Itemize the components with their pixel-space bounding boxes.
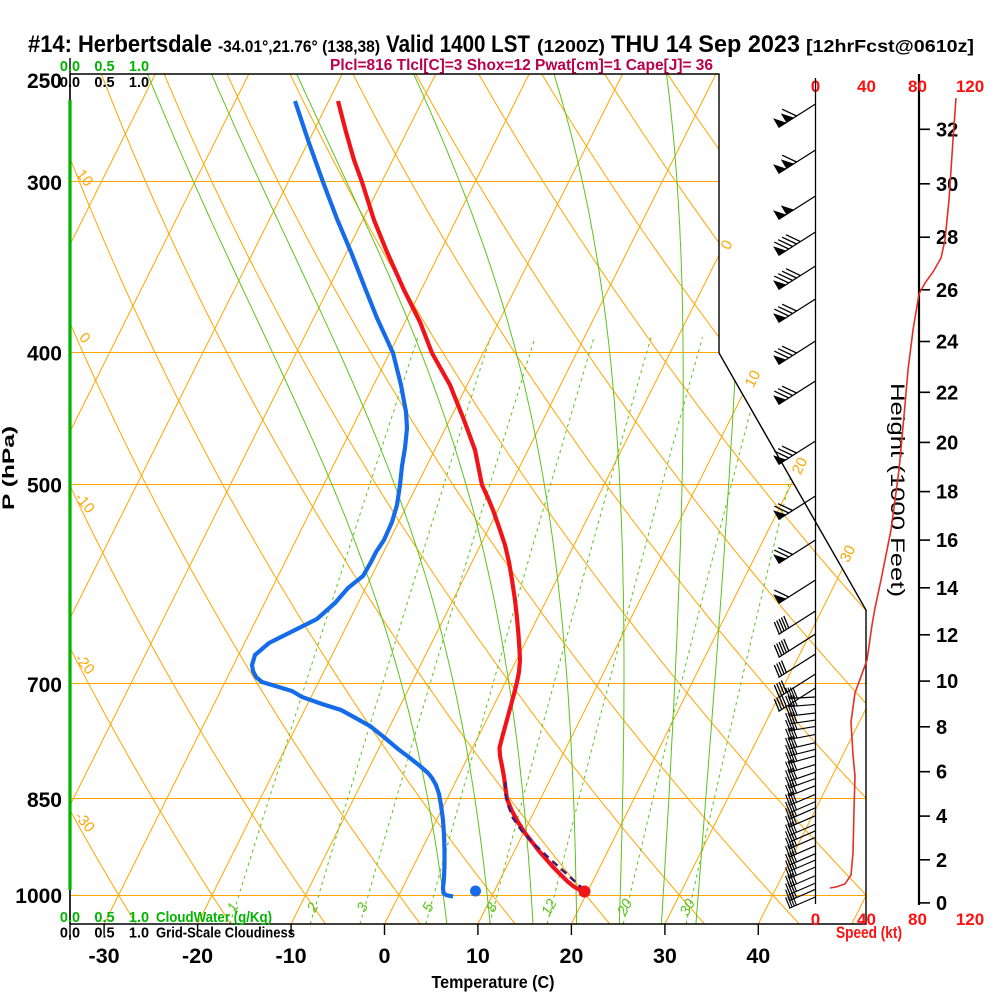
svg-text:20: 20 xyxy=(936,432,958,454)
svg-text:250: 250 xyxy=(27,70,62,93)
svg-text:-10: -10 xyxy=(276,944,307,968)
svg-text:30: 30 xyxy=(677,897,699,919)
svg-text:4: 4 xyxy=(936,806,948,828)
svg-text:500: 500 xyxy=(27,475,62,498)
svg-text:40: 40 xyxy=(746,944,770,968)
svg-text:24: 24 xyxy=(936,332,959,354)
svg-text:6: 6 xyxy=(936,762,947,784)
svg-text:0: 0 xyxy=(379,944,391,968)
svg-text:30: 30 xyxy=(936,174,958,196)
svg-text:300: 300 xyxy=(27,172,62,195)
svg-text:10: 10 xyxy=(466,944,490,968)
svg-text:16: 16 xyxy=(936,530,958,552)
svg-text:0: 0 xyxy=(936,893,947,915)
svg-text:0.0: 0.0 xyxy=(60,75,80,91)
svg-text:20: 20 xyxy=(789,455,812,478)
svg-text:1.0: 1.0 xyxy=(129,75,149,91)
svg-text:20: 20 xyxy=(614,897,636,920)
svg-text:120: 120 xyxy=(956,910,984,929)
svg-text:10: 10 xyxy=(936,671,958,693)
svg-text:1.0: 1.0 xyxy=(129,59,149,75)
svg-text:-34.01°,21.76° (138,38): -34.01°,21.76° (138,38) xyxy=(218,37,380,56)
svg-text:14: 14 xyxy=(936,578,959,600)
svg-text:40: 40 xyxy=(857,77,876,96)
svg-text:Valid 1400 LST: Valid 1400 LST xyxy=(386,31,530,58)
svg-text:0: 0 xyxy=(811,910,820,929)
svg-text:400: 400 xyxy=(27,342,62,365)
svg-text:0.0: 0.0 xyxy=(60,910,80,926)
svg-text:10: 10 xyxy=(742,368,765,391)
svg-text:P (hPa): P (hPa) xyxy=(0,426,18,510)
svg-text:[12hrFcst@0610z]: [12hrFcst@0610z] xyxy=(806,36,974,56)
svg-text:-30: -30 xyxy=(89,944,120,968)
svg-text:30: 30 xyxy=(653,944,677,968)
svg-text:1.0: 1.0 xyxy=(129,910,149,926)
svg-text:80: 80 xyxy=(908,910,927,929)
svg-text:2: 2 xyxy=(936,850,947,872)
svg-text:Temperature (C): Temperature (C) xyxy=(432,972,555,992)
svg-text:28: 28 xyxy=(936,227,958,249)
svg-text:20: 20 xyxy=(559,944,583,968)
svg-text:-20: -20 xyxy=(182,944,213,968)
svg-text:12: 12 xyxy=(936,625,958,647)
svg-text:1.0: 1.0 xyxy=(129,926,149,942)
svg-text:0.0: 0.0 xyxy=(60,926,80,942)
svg-text:#14: Herbertsdale: #14: Herbertsdale xyxy=(28,31,212,58)
svg-text:22: 22 xyxy=(936,382,958,404)
svg-text:120: 120 xyxy=(956,77,984,96)
svg-text:Grid-Scale Cloudiness: Grid-Scale Cloudiness xyxy=(156,925,295,942)
svg-text:0.5: 0.5 xyxy=(94,910,114,926)
svg-text:THU 14 Sep 2023: THU 14 Sep 2023 xyxy=(611,31,800,58)
svg-text:0.5: 0.5 xyxy=(94,75,114,91)
svg-text:80: 80 xyxy=(908,77,927,96)
svg-text:850: 850 xyxy=(27,789,62,812)
svg-text:(1200Z): (1200Z) xyxy=(537,36,605,56)
svg-text:26: 26 xyxy=(936,280,958,302)
svg-text:700: 700 xyxy=(27,674,62,697)
svg-text:30: 30 xyxy=(837,543,860,566)
svg-text:Speed (kt): Speed (kt) xyxy=(836,923,902,942)
svg-text:18: 18 xyxy=(936,482,958,504)
svg-text:0.0: 0.0 xyxy=(60,59,80,75)
svg-text:40: 40 xyxy=(857,910,876,929)
svg-text:0.5: 0.5 xyxy=(94,926,114,942)
svg-text:Plcl=816 Tlcl[C]=3 Shox=12 Pwa: Plcl=816 Tlcl[C]=3 Shox=12 Pwat[cm]=1 Ca… xyxy=(330,57,713,74)
svg-text:8: 8 xyxy=(936,717,947,739)
svg-text:12: 12 xyxy=(539,897,561,919)
svg-text:1000: 1000 xyxy=(15,885,62,908)
svg-text:CloudWater (g/Kg): CloudWater (g/Kg) xyxy=(156,909,272,926)
svg-text:0.5: 0.5 xyxy=(94,59,114,75)
